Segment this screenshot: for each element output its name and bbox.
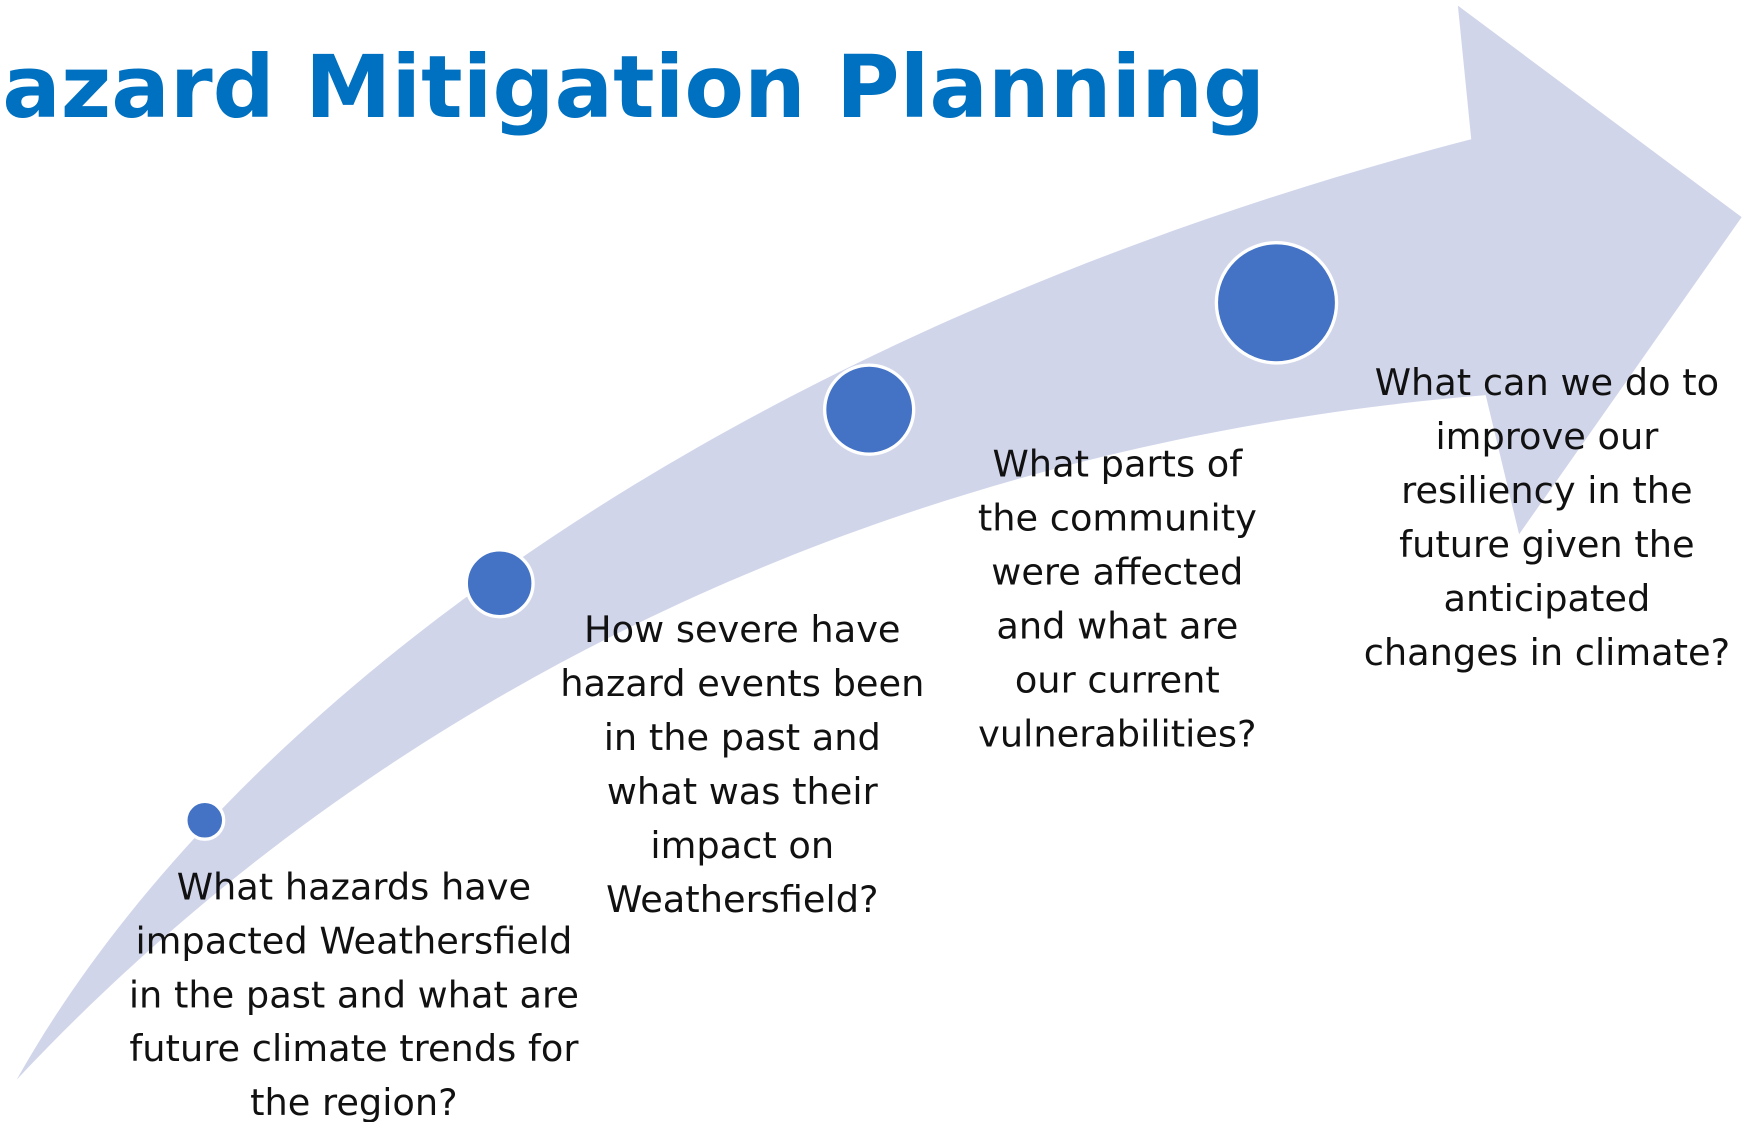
step-text: What parts of <box>993 442 1244 485</box>
step-text: in the past and what are <box>129 973 579 1016</box>
step-text: vulnerabilities? <box>978 712 1256 755</box>
step-text: the region? <box>250 1081 458 1122</box>
step-text: improve our <box>1435 415 1659 458</box>
step-text: impacted Weathersfield <box>135 919 572 962</box>
step-text: anticipated <box>1443 577 1650 620</box>
step-text: our current <box>1015 658 1220 701</box>
step-marker <box>822 363 916 456</box>
step-text: were affected <box>991 550 1243 593</box>
step-text: what was their <box>607 770 879 813</box>
step-marker <box>184 799 226 841</box>
step-marker <box>464 548 535 619</box>
step-text: Weathersfield? <box>606 878 878 921</box>
step-text: changes in climate? <box>1364 631 1730 674</box>
step-text: How severe have <box>584 608 900 651</box>
step-text: future climate trends for <box>129 1027 579 1070</box>
step-text: the community <box>978 496 1257 539</box>
title: azard Mitigation Planning <box>2 37 1265 138</box>
step-text: and what are <box>996 604 1238 647</box>
step-text: hazard events been <box>560 662 924 705</box>
step-text: resiliency in the <box>1401 469 1692 512</box>
step-text: future given the <box>1399 523 1694 566</box>
step-text: What hazards have <box>177 865 531 908</box>
step-text: What can we do to <box>1375 361 1719 404</box>
step-marker <box>1214 241 1339 365</box>
step-text: impact on <box>650 824 834 867</box>
step-text: in the past and <box>604 716 881 759</box>
